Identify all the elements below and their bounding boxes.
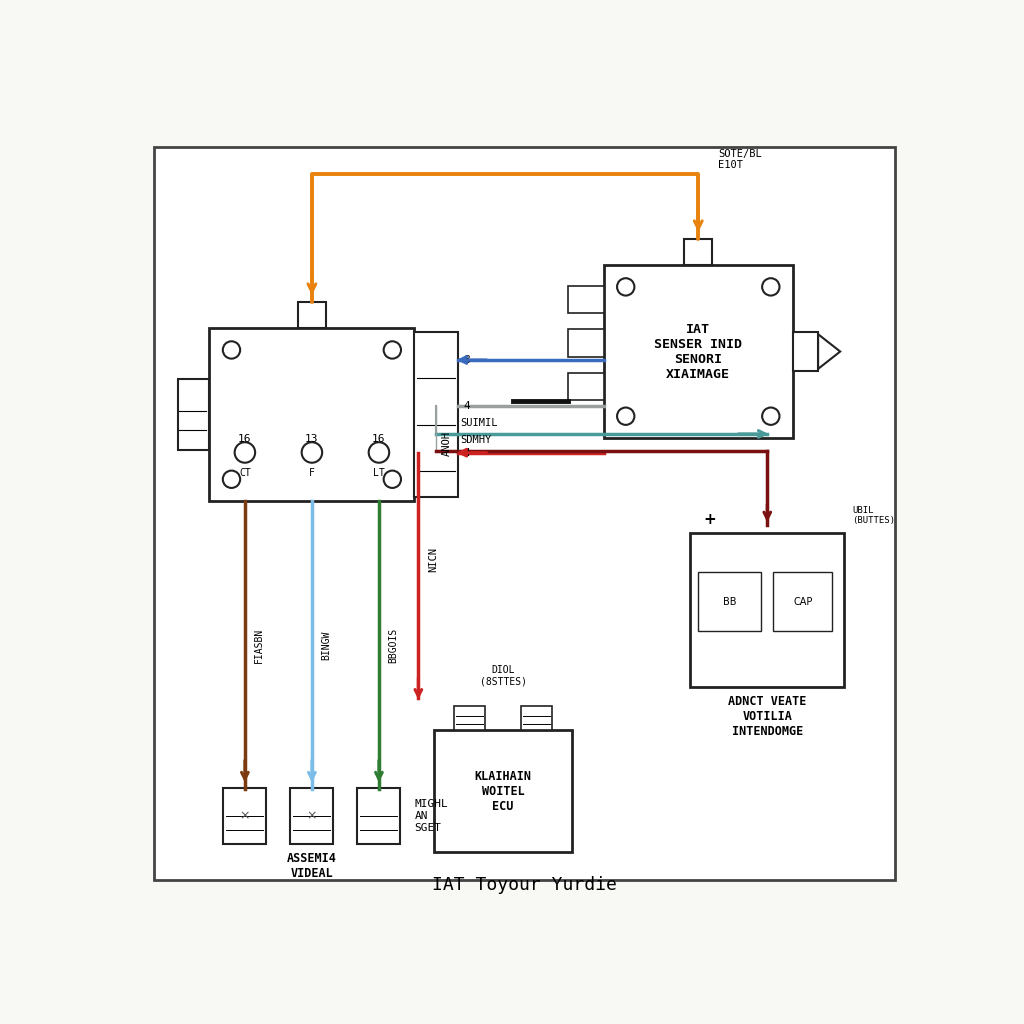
- Text: ADNCT VEATE
VOTILIA
INTENDOMGE: ADNCT VEATE VOTILIA INTENDOMGE: [728, 694, 807, 737]
- Text: 16: 16: [239, 434, 252, 444]
- Text: BINGW: BINGW: [322, 631, 332, 659]
- Text: 4: 4: [463, 401, 470, 412]
- Text: CT: CT: [239, 468, 251, 478]
- Text: SOTE/BL
E10T: SOTE/BL E10T: [718, 148, 762, 170]
- FancyBboxPatch shape: [690, 532, 844, 687]
- Text: KLAIHAIN
WOITEL
ECU: KLAIHAIN WOITEL ECU: [474, 770, 531, 813]
- FancyBboxPatch shape: [698, 572, 762, 632]
- FancyBboxPatch shape: [603, 265, 793, 438]
- Text: MIGHL
AN
SGET: MIGHL AN SGET: [415, 800, 449, 833]
- FancyBboxPatch shape: [223, 787, 266, 845]
- Text: BBGOIS: BBGOIS: [388, 628, 398, 663]
- FancyBboxPatch shape: [298, 302, 326, 328]
- Text: BB: BB: [723, 597, 736, 607]
- Text: ×: ×: [306, 809, 316, 822]
- Text: ASSEMI4
VIDEAL: ASSEMI4 VIDEAL: [287, 852, 337, 881]
- Text: ×: ×: [240, 809, 250, 822]
- Text: DIOL
(8STTES): DIOL (8STTES): [479, 665, 526, 687]
- Text: 8: 8: [463, 355, 470, 365]
- Text: ANOH: ANOH: [442, 431, 452, 456]
- Text: F: F: [309, 468, 314, 478]
- Text: IAT Toyour Yurdie: IAT Toyour Yurdie: [432, 876, 617, 894]
- FancyBboxPatch shape: [684, 239, 713, 265]
- Text: IAT
SENSER INID
SENORI
XIAIMAGE: IAT SENSER INID SENORI XIAIMAGE: [654, 323, 742, 381]
- FancyBboxPatch shape: [290, 787, 333, 845]
- Text: FIASBN: FIASBN: [254, 628, 264, 663]
- Text: NICN: NICN: [428, 547, 438, 572]
- FancyBboxPatch shape: [356, 787, 400, 845]
- FancyBboxPatch shape: [210, 328, 415, 502]
- FancyBboxPatch shape: [568, 373, 603, 400]
- Text: SUIMIL: SUIMIL: [460, 418, 498, 428]
- Text: LT: LT: [373, 468, 385, 478]
- FancyBboxPatch shape: [773, 572, 833, 632]
- FancyBboxPatch shape: [568, 286, 603, 313]
- Text: SDMHY: SDMHY: [460, 435, 490, 445]
- FancyBboxPatch shape: [454, 707, 485, 730]
- FancyBboxPatch shape: [521, 707, 552, 730]
- Text: 13: 13: [305, 434, 318, 444]
- FancyBboxPatch shape: [415, 332, 458, 498]
- Polygon shape: [818, 334, 840, 369]
- FancyBboxPatch shape: [568, 329, 603, 356]
- Text: 4: 4: [463, 447, 470, 458]
- Text: +: +: [703, 512, 717, 526]
- Text: UBIL
(BUTTES): UBIL (BUTTES): [852, 506, 895, 525]
- Text: 16: 16: [372, 434, 386, 444]
- Text: CAP: CAP: [794, 597, 813, 607]
- FancyBboxPatch shape: [178, 379, 210, 451]
- FancyBboxPatch shape: [434, 730, 572, 852]
- FancyBboxPatch shape: [155, 146, 895, 880]
- FancyBboxPatch shape: [793, 332, 818, 372]
